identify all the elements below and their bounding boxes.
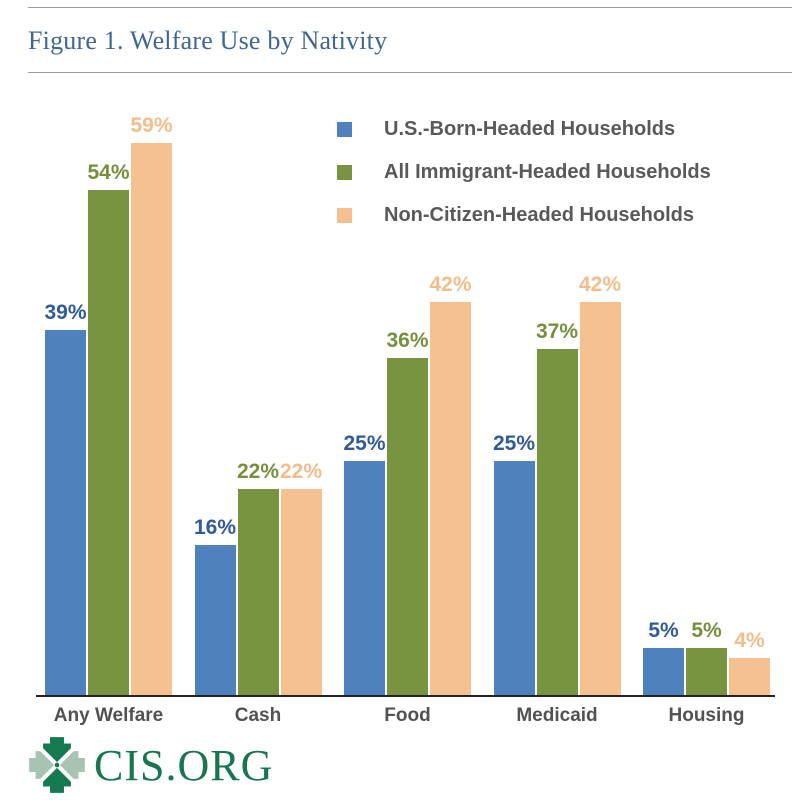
legend-row: All Immigrant-Headed Households — [337, 161, 711, 184]
chart-title: Figure 1. Welfare Use by Nativity — [28, 26, 388, 55]
category-label: Food — [384, 705, 431, 726]
legend-row: Non-Citizen-Headed Households — [337, 204, 711, 227]
bar-group-medicaid: 25% 37% 42% — [492, 273, 622, 695]
bar — [729, 658, 770, 695]
bar-value-label: 39% — [44, 301, 87, 324]
bar — [643, 648, 684, 695]
bar-cell: 5% — [643, 619, 684, 695]
bar-cell: 59% — [130, 114, 173, 695]
bar-value-label: 36% — [386, 329, 429, 352]
bar-cell: 37% — [535, 320, 579, 695]
bar — [45, 330, 86, 695]
bar-cell: 25% — [492, 432, 536, 695]
bar-value-label: 59% — [130, 114, 173, 137]
cis-logo: CIS.ORG — [28, 736, 273, 794]
bar-cell: 25% — [343, 432, 386, 695]
bar-value-label: 22% — [279, 460, 323, 483]
bar-cell: 16% — [193, 516, 237, 695]
bar-value-label: 37% — [535, 320, 579, 343]
legend-swatch-icon — [337, 208, 352, 223]
top-divider — [28, 7, 792, 8]
category-label: Housing — [668, 705, 745, 726]
bar — [237, 489, 279, 695]
bar — [387, 358, 428, 695]
legend-swatch-icon — [337, 122, 352, 137]
bar — [686, 648, 727, 695]
bar-value-label: 54% — [87, 161, 130, 184]
x-axis-line — [36, 695, 775, 697]
bar-cell: 5% — [686, 619, 727, 695]
category-label: Any Welfare — [53, 705, 164, 726]
legend-swatch-icon — [337, 165, 352, 180]
bar-cell: 42% — [429, 273, 472, 695]
bar-value-label: 42% — [578, 273, 622, 296]
bar-value-label: 5% — [648, 619, 679, 642]
bar — [280, 489, 322, 695]
bar-group-food: 25% 36% 42% — [343, 273, 472, 695]
bar-cell: 4% — [729, 629, 770, 695]
bar-cell: 36% — [386, 329, 429, 695]
chart-legend: U.S.-Born-Headed Households All Immigrant… — [337, 118, 711, 247]
title-divider — [28, 72, 792, 73]
bar — [579, 302, 621, 695]
bar-cell: 42% — [578, 273, 622, 695]
bar — [536, 349, 578, 695]
bar — [194, 545, 236, 695]
category-label: Cash — [234, 705, 282, 726]
bar — [493, 461, 535, 695]
bar — [88, 190, 129, 695]
bar — [131, 143, 172, 695]
cis-logo-text: CIS.ORG — [94, 740, 274, 790]
bar-value-label: 25% — [343, 432, 386, 455]
bar-value-label: 16% — [193, 516, 237, 539]
bar-group-any-welfare: 39% 54% 59% — [44, 114, 173, 695]
cis-cross-icon — [28, 736, 86, 794]
bar-cell: 22% — [236, 460, 280, 695]
bar-cell: 39% — [44, 301, 87, 695]
category-label: Medicaid — [516, 705, 598, 726]
legend-label: Non-Citizen-Headed Households — [384, 204, 695, 226]
bar-group-housing: 5% 5% 4% — [643, 619, 770, 695]
bar-value-label: 4% — [734, 629, 765, 652]
bar-value-label: 22% — [236, 460, 280, 483]
bar — [430, 302, 471, 695]
bar-value-label: 42% — [429, 273, 472, 296]
bar-value-label: 5% — [691, 619, 722, 642]
bar — [344, 461, 385, 695]
bar-cell: 22% — [279, 460, 323, 695]
bar-value-label: 25% — [492, 432, 536, 455]
legend-label: All Immigrant-Headed Households — [384, 161, 711, 183]
bar-group-cash: 16% 22% 22% — [193, 460, 323, 695]
legend-row: U.S.-Born-Headed Households — [337, 118, 711, 141]
bar-cell: 54% — [87, 161, 130, 695]
legend-label: U.S.-Born-Headed Households — [384, 118, 676, 140]
